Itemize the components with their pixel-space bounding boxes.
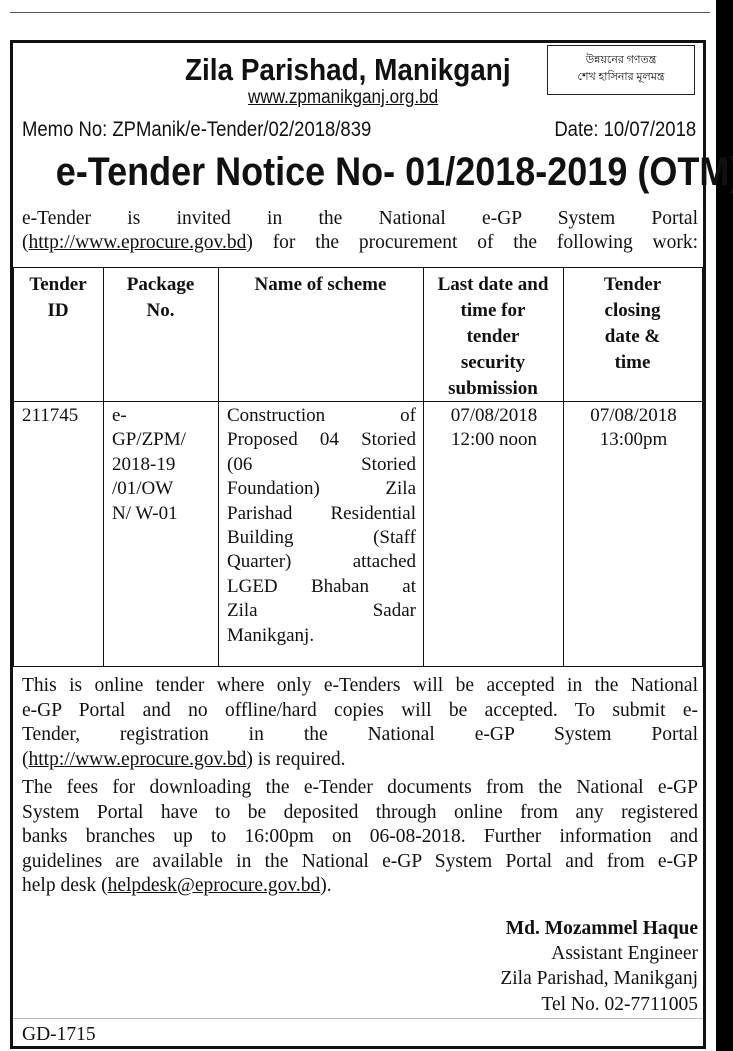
org-title: Zila Parishad, Manikganj: [185, 52, 511, 87]
tender-table: Tender ID Package No. Name of scheme Last dat…: [13, 267, 703, 667]
column-header: Tender closing date & time: [563, 272, 702, 376]
cell-line: Manikganj.: [227, 624, 315, 646]
eprocure-link[interactable]: http://www.eprocure.gov.bd: [28, 232, 247, 253]
paragraph-line: Tender, registration in the National e-G…: [22, 724, 698, 745]
column-header: Name of scheme: [218, 272, 423, 298]
signatory-office: Zila Parishad, Manikganj: [500, 968, 698, 989]
top-rule: [10, 12, 710, 13]
header-line: tender: [466, 326, 520, 347]
header-line: Package: [126, 274, 195, 295]
cell-line: e-: [112, 405, 127, 426]
slogan-box: উন্নয়নের গণতন্ত্র শেখ হাসিনার মূলমন্ত্র: [547, 45, 695, 95]
paragraph-line: help desk (helpdesk@eprocure.gov.bd).: [22, 874, 698, 898]
paragraph-line: (http://www.eprocure.gov.bd) is required…: [22, 748, 698, 772]
divider: [13, 1018, 703, 1019]
text: (: [22, 748, 29, 770]
header-line: ID: [47, 300, 69, 321]
header-line: submission: [448, 378, 538, 399]
cell-line: 07/08/2018: [450, 405, 538, 426]
intro-line: (http://www.eprocure.gov.bd) for the pro…: [22, 231, 698, 255]
cell-line: /01/OW: [112, 478, 174, 500]
column-header: Package No.: [103, 272, 218, 324]
cell-line: (06 Storied: [227, 453, 416, 475]
cell-line: Foundation) Zila: [227, 478, 416, 500]
text: help desk (: [22, 875, 108, 896]
notice-frame: [10, 40, 706, 1049]
cell-line: Quarter) attached: [227, 551, 416, 573]
header-line: Tender: [603, 274, 662, 295]
cell-line: N/ W-01: [112, 502, 178, 524]
cell-line: 13:00pm: [599, 429, 668, 451]
signatory-designation: Assistant Engineer: [551, 943, 698, 964]
security-deadline: 07/08/2018 12:00 noon: [432, 404, 556, 453]
cell-line: Building (Staff: [227, 527, 416, 549]
footer-code: GD-1715: [22, 1024, 96, 1045]
header-line: time for: [460, 300, 526, 321]
header-line: Tender: [29, 274, 87, 295]
notice-title: e-Tender Notice No- 01/2018-2019 (OTM): [55, 150, 733, 194]
website-link[interactable]: www.zpmanikganj.org.bd: [248, 87, 439, 108]
cell-line: 07/08/2018: [590, 405, 677, 426]
cell-line: Parishad Residential: [227, 502, 416, 524]
tender-id: 211745: [22, 405, 79, 426]
column-header: Last date and time for tender security submi…: [423, 272, 563, 402]
text: (: [22, 232, 29, 253]
paragraph-line: System Portal have to be deposited throu…: [22, 801, 698, 823]
memo-date: Date: 10/07/2018: [554, 118, 696, 141]
header-line: closing: [604, 300, 661, 321]
column-header: Tender ID: [13, 272, 103, 324]
cell-line: 2018-19: [112, 453, 176, 475]
cell-line: Construction of: [227, 405, 416, 426]
signatory-name: Md. Mozammel Haque: [505, 918, 698, 939]
cell-line: Zila Sadar: [227, 600, 416, 622]
page-edge-bar: [716, 0, 733, 1051]
cell-line: LGED Bhaban at: [227, 575, 416, 597]
text: ) is required.: [246, 748, 346, 770]
header-line: Last date and: [437, 274, 549, 295]
cell-line: Proposed 04 Storied: [227, 429, 416, 451]
text: ).: [320, 875, 332, 896]
header-line: security: [460, 352, 526, 373]
paragraph-line: The fees for downloading the e-Tender do…: [22, 777, 698, 798]
cell-line: GP/ZPM/: [112, 429, 186, 451]
text: ) for the procurement of the following w…: [246, 232, 698, 253]
header-line: time: [614, 352, 651, 373]
slogan-line: শেখ হাসিনার মূলমন্ত্র: [577, 71, 665, 83]
closing-datetime: 07/08/2018 13:00pm: [572, 404, 695, 453]
paragraph-line: banks branches up to 16:00pm on 06-08-20…: [22, 826, 698, 847]
paragraph-line: This is online tender where only e-Tende…: [22, 675, 698, 696]
slogan-line: উন্নয়নের গণতন্ত্র: [585, 54, 657, 66]
scheme-name: Construction of Proposed 04 Storied (06 St…: [227, 404, 416, 648]
header-line: Name of scheme: [254, 274, 387, 295]
signatory-tel: Tel No. 02-7711005: [541, 994, 698, 1015]
header-line: date &: [604, 326, 661, 347]
link[interactable]: helpdesk@eprocure.gov.bd: [107, 875, 321, 896]
package-no: e- GP/ZPM/2018-19/01/OW N/ W-01: [112, 404, 211, 526]
link[interactable]: http://www.eprocure.gov.bd: [28, 748, 247, 770]
header-line: No.: [146, 300, 175, 321]
memo-number: Memo No: ZPManik/e-Tender/02/2018/839: [22, 118, 372, 141]
cell-line: 12:00 noon: [450, 429, 538, 451]
paragraph-line: e-GP Portal and no offline/hard copies w…: [22, 699, 698, 721]
paragraph-line: guidelines are available in the National…: [22, 850, 698, 872]
intro-line: e-Tender is invited in the National e-GP…: [22, 208, 698, 229]
